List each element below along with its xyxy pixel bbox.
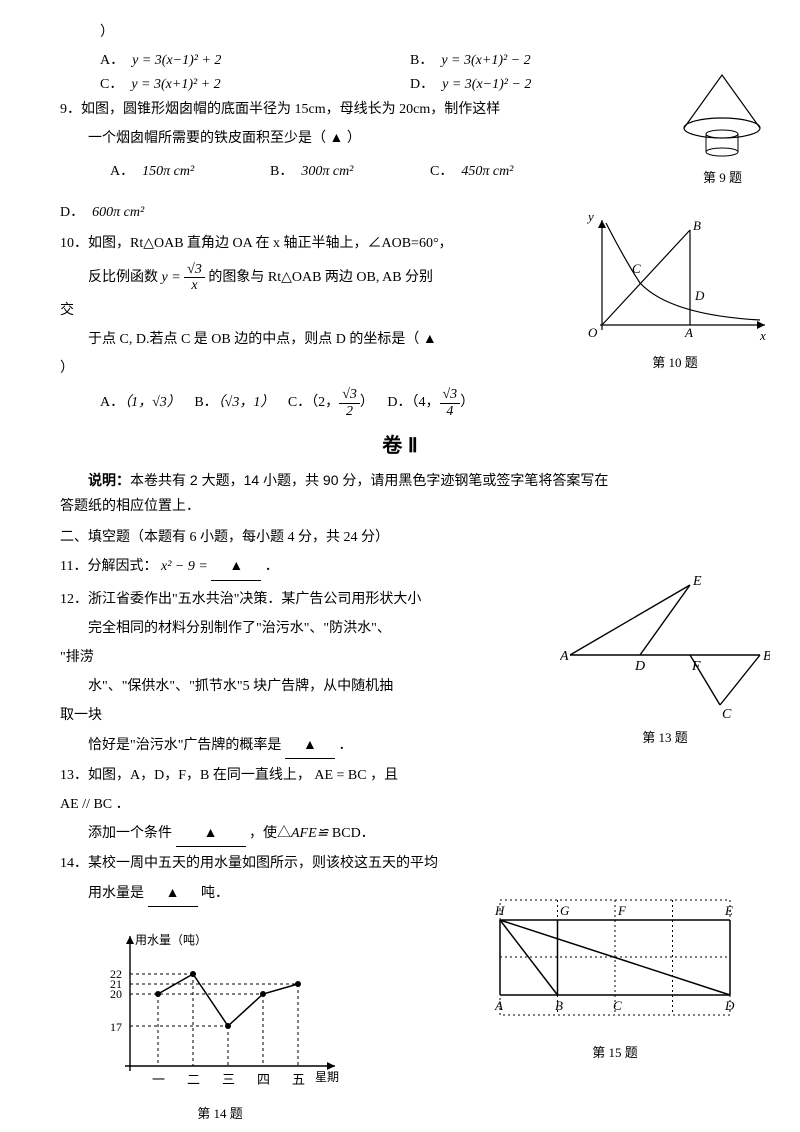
svg-text:G: G <box>560 903 570 918</box>
q13-line1: 13．如图，A，D，F，B 在同一直线上， AE = BC ，且 <box>60 763 740 788</box>
q12-end: ． <box>338 738 352 753</box>
svg-text:二: 二 <box>187 1072 200 1087</box>
q10-figure: y x O A B C D 第 10 题 <box>580 215 770 371</box>
svg-text:17: 17 <box>110 1020 122 1034</box>
q10-label-a: A <box>684 325 693 340</box>
svg-text:A: A <box>494 998 503 1013</box>
svg-text:五: 五 <box>292 1072 305 1087</box>
q9-line2: 一个烟囱帽所需要的铁皮面积至少是（ ▲ ） <box>88 126 740 151</box>
q9-choices: A．150π cm² B．300π cm² C．450π cm² <box>110 160 740 180</box>
svg-text:一: 一 <box>152 1072 165 1087</box>
q13-line3-post: BCD． <box>332 826 375 841</box>
q10-choice-a: （1，√3） <box>124 395 181 410</box>
q8-choices-row2: C．y = 3(x+1)² + 2 D．y = 3(x−1)² − 2 <box>100 73 740 93</box>
q10-label-c: C <box>632 261 641 276</box>
q10-choices: A．（1，√3） B．（√3，1） C．（2，√32） D．（4，√34） <box>100 387 740 419</box>
q9-figure: 第 9 题 <box>675 70 770 186</box>
q8-choice-c: y = 3(x+1)² + 2 <box>131 77 220 92</box>
svg-text:D: D <box>724 998 735 1013</box>
q9-choice-c: 450π cm² <box>461 164 513 179</box>
q11-formula: x² − 9 = <box>161 559 208 574</box>
q10-line2-post: 的图象与 Rt△OAB 两边 OB, AB 分别 <box>208 270 433 285</box>
q9-line1: 9．如图，圆锥形烟囱帽的底面半径为 15cm，母线长为 20cm，制作这样 <box>60 97 740 122</box>
svg-text:A: A <box>560 649 569 664</box>
q10-choice-d-post: ） <box>460 395 474 410</box>
q10-label-b: B <box>693 218 701 233</box>
q10-label-x: x <box>759 328 766 343</box>
q10-label-d: D <box>694 288 705 303</box>
q10-label-o: O <box>588 325 598 340</box>
q8-choice-d: y = 3(x−1)² − 2 <box>442 77 531 92</box>
svg-text:F: F <box>691 659 701 674</box>
q10-line2-pre: 反比例函数 <box>88 270 162 285</box>
svg-text:三: 三 <box>222 1072 235 1087</box>
q14-blank: ▲ <box>166 886 180 901</box>
q15-caption: 第 15 题 <box>485 1042 745 1061</box>
svg-text:B: B <box>763 649 770 664</box>
q14-line2-pre: 用水量是 <box>88 886 144 901</box>
q13-blank: ▲ <box>204 826 218 841</box>
q10-choice-d-pre: （4， <box>412 395 440 410</box>
svg-text:F: F <box>617 903 627 918</box>
svg-text:C: C <box>722 707 732 720</box>
q12-blank: ▲ <box>303 738 317 753</box>
section2-sub: 二、填空题（本题有 6 小题，每小题 4 分，共 24 分） <box>60 526 740 546</box>
q8-choices-row1: A．y = 3(x−1)² + 2 B．y = 3(x+1)² − 2 <box>100 49 740 69</box>
section2-desc: 说明：本卷共有 2 大题，14 小题，共 90 分，请用黑色字迹钢笔或签字笔将答… <box>60 468 740 493</box>
q15-figure: H G F E A B C D 第 15 题 <box>485 885 745 1061</box>
q14-line2-post: 吨． <box>201 886 229 901</box>
q13-figure: A D F B E C 第 13 题 <box>560 570 770 746</box>
q8-closing: ） <box>100 20 740 45</box>
q13-line2: AE // BC ． <box>60 792 740 817</box>
q14-line1: 14．某校一周中五天的用水量如图所示，则该校这五天的平均 <box>60 851 740 876</box>
q10-label-y: y <box>586 215 594 224</box>
q9-choice-a: 150π cm² <box>142 164 194 179</box>
q10-choice-c-pre: （2， <box>311 395 339 410</box>
section2-title: 卷 Ⅱ <box>60 429 740 458</box>
section2-desc1: 本卷共有 2 大题，14 小题，共 90 分，请用黑色字迹钢笔或签字笔将答案写在 <box>130 472 608 488</box>
q13-garbled: AFE≌ <box>291 826 328 841</box>
svg-text:H: H <box>494 903 505 918</box>
q13-line3: 添加一个条件 ▲ ，使△AFE≌ BCD． <box>88 821 740 847</box>
q10-choice-b: （√3，1） <box>218 395 275 410</box>
q13-caption: 第 13 题 <box>560 727 770 746</box>
q9-choice-d: 600π cm² <box>92 205 144 220</box>
svg-text:C: C <box>613 998 622 1013</box>
q8-choice-a: y = 3(x−1)² + 2 <box>132 53 221 68</box>
q14-ylabel: 用水量（吨） <box>135 933 207 947</box>
q9-caption: 第 9 题 <box>675 167 770 186</box>
q10-choice-c-post: ） <box>360 395 374 410</box>
q8-choice-b: y = 3(x+1)² − 2 <box>441 53 530 68</box>
q9-choice-b: 300π cm² <box>301 164 353 179</box>
svg-text:E: E <box>724 903 733 918</box>
q14-caption: 第 14 题 <box>90 1103 350 1122</box>
q11-pre: 11．分解因式： <box>60 559 157 574</box>
section2-desc2: 答题纸的相应位置上． <box>60 493 740 518</box>
q11-end: ． <box>265 559 279 574</box>
svg-text:E: E <box>692 574 702 589</box>
q13-line3-mid: ，使△ <box>249 826 291 841</box>
svg-text:B: B <box>555 998 563 1013</box>
q11-blank: ▲ <box>229 559 243 574</box>
svg-text:D: D <box>634 659 645 674</box>
svg-text:22: 22 <box>110 967 122 981</box>
q13-line3-pre: 添加一个条件 <box>88 826 172 841</box>
q12-line6-pre: 恰好是"治污水"广告牌的概率是 <box>88 738 281 753</box>
svg-text:四: 四 <box>257 1072 270 1087</box>
q10-caption: 第 10 题 <box>580 352 770 371</box>
q14-chart: 17 20 21 22 一 二 三 四 五 用水量（吨） 星期 第 14 题 <box>90 926 350 1122</box>
q14-xlabel: 星期 <box>315 1070 339 1084</box>
